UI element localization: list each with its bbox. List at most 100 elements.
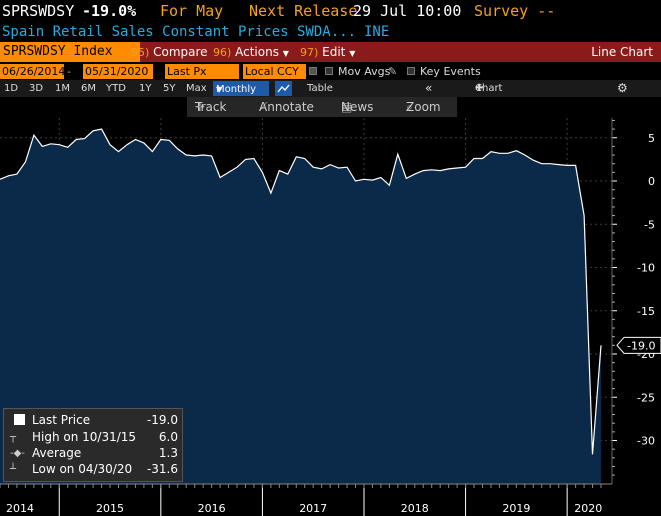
range-6m[interactable]: 6M (81, 83, 96, 94)
currency-select[interactable]: Local CCY (243, 64, 306, 79)
range-1y[interactable]: 1Y (139, 83, 152, 94)
range-1m[interactable]: 1M (55, 83, 70, 94)
x-tick-label: 2020 (574, 502, 602, 515)
legend-last-price-label: Last Price (32, 413, 91, 427)
crosshair-icon: ✛ (195, 100, 206, 114)
x-axis: 2014 2015 2016 2017 2018 2019 2020 (0, 483, 661, 516)
y-tick-label: 0 (648, 175, 655, 188)
annotate-label: Annotate (259, 100, 314, 114)
range-bar: 1D 3D 1M 6M YTD 1Y 5Y Max Monthly ▼ Tabl… (0, 80, 661, 111)
security-description: Spain Retail Sales Constant Prices SWDA.… (0, 22, 661, 42)
survey-label: Survey -- (474, 2, 556, 20)
y-tick-label: -10 (637, 262, 655, 275)
high-marker-icon: ┬ (10, 432, 17, 443)
x-tick-label: 2015 (96, 502, 124, 515)
last-value-text: -19.0 (627, 339, 655, 352)
chart-area[interactable]: 5 0 -5 -10 -15 -20 -25 -30 2014 2015 2016 2017 2018… (0, 118, 661, 516)
y-tick-label: 5 (648, 132, 655, 145)
field-select[interactable]: Last Px (165, 64, 239, 79)
pencil-icon[interactable]: ✎ (388, 65, 398, 78)
series-area (0, 129, 601, 484)
average-marker-icon: -◆- (10, 448, 25, 459)
actions-label: Actions (235, 45, 279, 59)
next-release-value: 29 Jul 10:00 (353, 2, 462, 20)
legend-low: ┴ Low on 04/30/20 -31.6 (4, 462, 184, 476)
security-header: SPRSWDSY -19.0% For May Next Release 29 … (0, 0, 661, 22)
tools-toolbar (187, 97, 457, 117)
legend-high: ┬ High on 10/31/15 6.0 (4, 430, 184, 444)
actions-button[interactable]: 96) Actions ▼ (213, 42, 289, 62)
legend-high-value: 6.0 (158, 430, 178, 444)
chart-content-icon: ✚ (475, 83, 484, 94)
legend-low-label: Low on 04/30/20 (32, 462, 133, 476)
data-source: INE (364, 24, 390, 40)
mov-avgs-checkbox[interactable] (325, 67, 333, 75)
last-change: -19.0% (82, 2, 137, 20)
track-label: Track (195, 100, 227, 114)
low-marker-icon: ┴ (10, 464, 17, 475)
range-ytd[interactable]: YTD (106, 83, 126, 94)
edit-number: 97) (300, 46, 319, 59)
y-axis: 50-5-10-15-20-25-30 (611, 118, 655, 484)
zoom-icon: ⌕ (406, 100, 413, 114)
legend-average: -◆- Average 1.3 (4, 446, 184, 460)
chevron-down-icon: ▼ (349, 49, 356, 58)
end-date-field[interactable]: 05/31/2020 (83, 64, 153, 79)
key-events-label: Key Events (420, 65, 481, 78)
security-name: Spain Retail Sales Constant Prices SWDA.… (2, 24, 357, 40)
period-label: For May (160, 2, 224, 20)
actions-number: 96) (213, 46, 232, 59)
chart-type-label: Line Chart (591, 45, 653, 59)
table-button[interactable]: Table (307, 83, 333, 94)
y-tick-label: -30 (637, 435, 655, 448)
start-date-field[interactable]: 06/26/2014 (0, 64, 66, 79)
tools-bar: ✛ Track ⟋ Annotate ▤ News ⌕ Zoom (0, 97, 661, 118)
x-tick-label: 2017 (299, 502, 327, 515)
line-chart[interactable]: 50-5-10-15-20-25-30 2014 2015 2016 2017 2018… (0, 118, 661, 516)
x-tick-label: 2019 (502, 502, 530, 515)
last-value-tag: -19.0 (616, 336, 661, 354)
y-tick-label: -5 (644, 218, 655, 231)
series-line (0, 128, 602, 455)
edit-button[interactable]: 97) Edit ▼ (300, 42, 355, 62)
y-tick-label: -15 (637, 305, 655, 318)
y-tick-label: -25 (637, 391, 655, 404)
last-price-marker-icon (10, 414, 26, 426)
date-dash: - (67, 65, 71, 78)
collapse-left-icon[interactable]: « (425, 81, 433, 95)
function-bar: SPRSWDSY Index 95) Compare 96) Actions ▼… (0, 42, 661, 62)
x-tick-label: 2014 (6, 502, 34, 515)
chart-legend[interactable]: Last Price -19.0 ┬ High on 10/31/15 6.0 … (3, 408, 183, 482)
legend-average-value: 1.3 (158, 446, 178, 460)
frequency-label: Monthly (216, 84, 257, 95)
range-5y[interactable]: 5Y (163, 83, 176, 94)
key-events-checkbox[interactable] (407, 67, 415, 75)
mov-avgs-label: Mov Avgs (338, 65, 391, 78)
news-icon: ▤ (341, 100, 353, 114)
currency-dropdown-icon[interactable] (309, 67, 317, 75)
line-chart-icon[interactable] (275, 81, 292, 96)
range-max[interactable]: Max (186, 83, 207, 94)
news-label: News (341, 100, 374, 114)
ticker-input[interactable]: SPRSWDSY Index (0, 42, 140, 62)
legend-low-value: -31.6 (146, 462, 178, 476)
frequency-select[interactable]: Monthly ▼ (213, 81, 269, 96)
x-axis-band (0, 484, 661, 516)
gear-icon[interactable]: ⚙ (617, 81, 628, 95)
edit-label: Edit (322, 45, 346, 59)
settings-bar: 06/26/2014 - 05/31/2020 Last Px Local CC… (0, 62, 661, 80)
compare-label: Compare (153, 45, 208, 59)
x-tick-label: 2018 (401, 502, 429, 515)
compare-number: 95) (131, 46, 150, 59)
range-1d[interactable]: 1D (4, 83, 19, 94)
legend-last-price-value: -19.0 (146, 413, 178, 427)
zoom-label: Zoom (406, 100, 441, 114)
chevron-down-icon: ▼ (282, 49, 289, 58)
range-3d[interactable]: 3D (29, 83, 44, 94)
compare-button[interactable]: 95) Compare (131, 42, 208, 62)
ticker-symbol: SPRSWDSY (2, 2, 75, 20)
legend-last-price: Last Price -19.0 (4, 413, 184, 427)
x-tick-label: 2016 (198, 502, 226, 515)
legend-high-label: High on 10/31/15 (32, 430, 137, 444)
chevron-down-icon: ▼ (216, 85, 223, 94)
